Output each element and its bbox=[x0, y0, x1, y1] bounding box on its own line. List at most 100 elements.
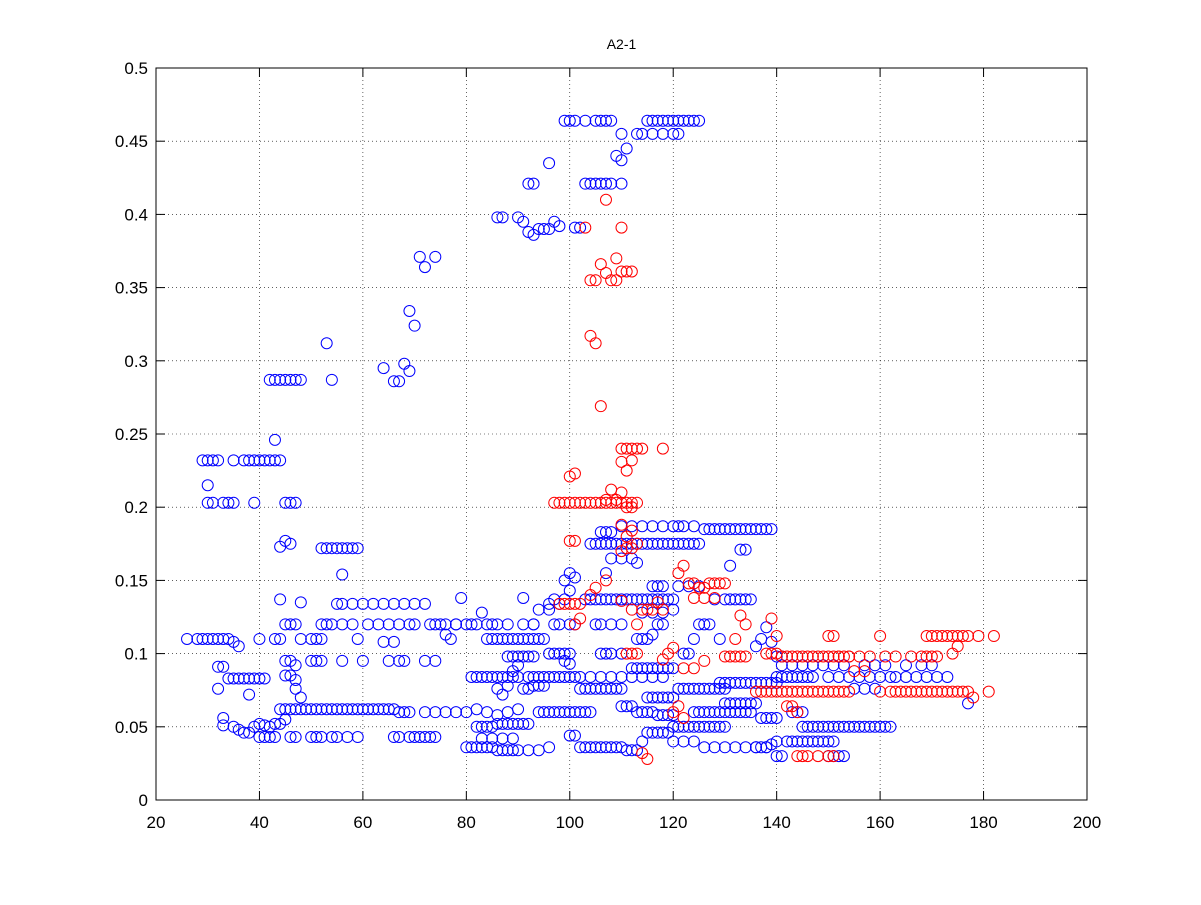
data-point bbox=[693, 706, 706, 719]
data-point bbox=[594, 400, 607, 413]
data-point bbox=[641, 691, 654, 704]
x-tick-label: 20 bbox=[147, 813, 166, 832]
data-point bbox=[491, 618, 504, 631]
data-point bbox=[625, 671, 638, 684]
data-point bbox=[651, 726, 664, 739]
data-point bbox=[522, 671, 535, 684]
data-point bbox=[351, 703, 364, 716]
data-point bbox=[341, 731, 354, 744]
data-point bbox=[832, 671, 845, 684]
data-point bbox=[320, 703, 333, 716]
data-point bbox=[646, 662, 659, 675]
data-point bbox=[382, 654, 395, 667]
data-point bbox=[253, 632, 266, 645]
data-point bbox=[791, 735, 804, 748]
data-point bbox=[641, 726, 654, 739]
x-tick-label: 100 bbox=[556, 813, 584, 832]
data-point bbox=[553, 220, 566, 233]
data-point bbox=[729, 593, 742, 606]
y-tick-label: 0.4 bbox=[124, 205, 148, 224]
data-point bbox=[439, 706, 452, 719]
data-point bbox=[677, 712, 690, 725]
data-point bbox=[336, 597, 349, 610]
data-point bbox=[899, 671, 912, 684]
data-point bbox=[910, 671, 923, 684]
data-point bbox=[636, 127, 649, 140]
data-point bbox=[579, 706, 592, 719]
data-point bbox=[548, 496, 561, 509]
data-point bbox=[982, 685, 995, 698]
data-point bbox=[599, 741, 612, 754]
data-point bbox=[403, 365, 416, 378]
data-point bbox=[201, 632, 214, 645]
data-point bbox=[625, 265, 638, 278]
data-point bbox=[568, 534, 581, 547]
data-point bbox=[289, 373, 302, 386]
data-point bbox=[532, 671, 545, 684]
data-point bbox=[827, 750, 840, 763]
data-point bbox=[848, 720, 861, 733]
data-point bbox=[703, 706, 716, 719]
data-point bbox=[594, 177, 607, 190]
data-point bbox=[791, 685, 804, 698]
data-point bbox=[729, 650, 742, 663]
data-point bbox=[294, 373, 307, 386]
data-point bbox=[568, 671, 581, 684]
data-point bbox=[599, 682, 612, 695]
data-point bbox=[739, 706, 752, 719]
data-point bbox=[517, 591, 530, 604]
data-point bbox=[403, 618, 416, 631]
data-point bbox=[181, 632, 194, 645]
data-point bbox=[501, 618, 514, 631]
data-point bbox=[770, 630, 783, 643]
data-point bbox=[481, 618, 494, 631]
data-point bbox=[703, 720, 716, 733]
data-point bbox=[408, 319, 421, 332]
data-point bbox=[734, 650, 747, 663]
data-point bbox=[237, 454, 250, 467]
data-point bbox=[905, 685, 918, 698]
data-point bbox=[439, 618, 452, 631]
data-point bbox=[248, 454, 261, 467]
data-point bbox=[470, 671, 483, 684]
data-point bbox=[429, 618, 442, 631]
data-point bbox=[801, 750, 814, 763]
data-point bbox=[336, 618, 349, 631]
y-tick-label: 0.35 bbox=[115, 279, 148, 298]
data-point bbox=[749, 697, 762, 710]
data-point bbox=[931, 650, 944, 663]
data-point bbox=[806, 685, 819, 698]
data-point bbox=[874, 630, 887, 643]
data-point bbox=[698, 720, 711, 733]
data-point bbox=[268, 433, 281, 446]
data-point bbox=[817, 735, 830, 748]
data-point bbox=[274, 454, 287, 467]
data-point bbox=[781, 735, 794, 748]
data-point bbox=[325, 703, 338, 716]
data-point bbox=[646, 114, 659, 127]
data-point bbox=[724, 706, 737, 719]
data-point bbox=[341, 703, 354, 716]
data-point bbox=[522, 744, 535, 757]
data-point bbox=[677, 662, 690, 675]
data-point bbox=[936, 685, 949, 698]
data-point bbox=[393, 731, 406, 744]
data-point bbox=[243, 454, 256, 467]
data-point bbox=[605, 552, 618, 565]
data-point bbox=[599, 593, 612, 606]
data-point bbox=[589, 618, 602, 631]
data-point bbox=[465, 741, 478, 754]
data-point bbox=[672, 520, 685, 533]
data-point bbox=[594, 593, 607, 606]
data-point bbox=[305, 654, 318, 667]
data-point bbox=[775, 685, 788, 698]
data-point bbox=[905, 650, 918, 663]
data-point bbox=[915, 659, 928, 672]
data-point bbox=[584, 593, 597, 606]
y-tick-label: 0.45 bbox=[115, 132, 148, 151]
data-point bbox=[548, 671, 561, 684]
data-point bbox=[651, 618, 664, 631]
data-point bbox=[817, 685, 830, 698]
data-point bbox=[543, 706, 556, 719]
data-point bbox=[651, 593, 664, 606]
